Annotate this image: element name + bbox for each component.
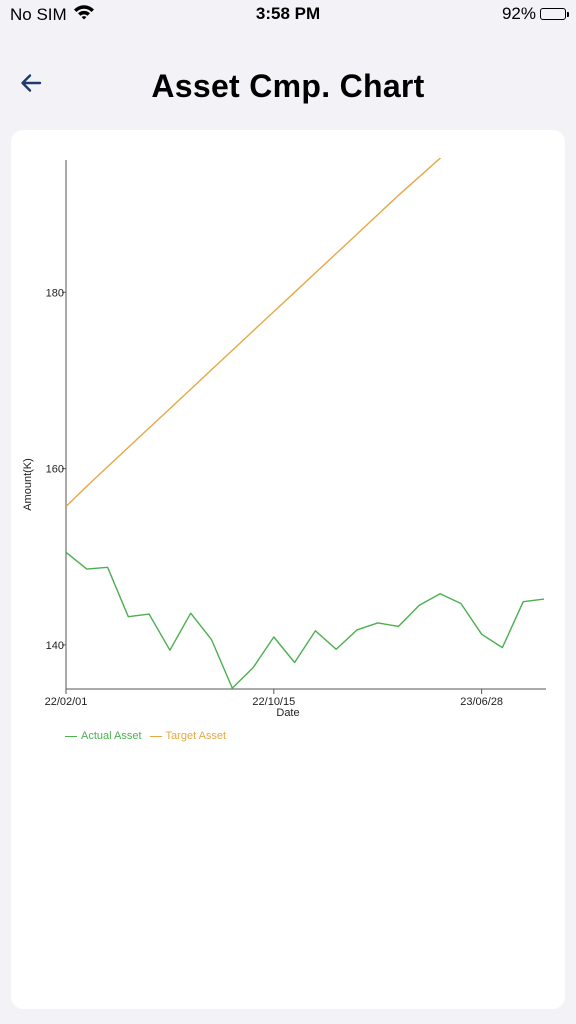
battery-percent: 92% — [501, 4, 536, 23]
chart-axes: 140 160 180 22/02/01 22/10/15 23/06/28 — [45, 160, 546, 708]
legend-swatch-target — [149, 735, 162, 737]
x-tick-label: 23/06/28 — [460, 696, 503, 708]
y-axis-label: Amount(K) — [22, 458, 34, 511]
y-tick-label: 160 — [46, 464, 64, 476]
battery-icon — [540, 8, 569, 20]
chart-card: 140 160 180 22/02/01 22/10/15 23/06/28 Amount… — [11, 130, 565, 1009]
legend-item-target[interactable]: Target Asset — [149, 730, 227, 742]
series-line-actual-asset — [66, 551, 545, 689]
legend-swatch-actual — [65, 735, 77, 737]
chart-legend: Actual Asset Target Asset — [65, 730, 226, 742]
legend-label-actual: Actual Asset — [81, 730, 142, 742]
line-chart: 140 160 180 22/02/01 22/10/15 23/06/28 Amount… — [22, 158, 546, 719]
back-button[interactable] — [14, 68, 48, 102]
chart-series — [66, 158, 545, 689]
series-line-target-asset — [66, 158, 442, 508]
nav-bar: Asset Cmp. Chart — [0, 52, 576, 122]
legend-label-target: Target Asset — [165, 730, 227, 742]
x-axis-label: Date — [276, 707, 299, 719]
wifi-icon — [73, 4, 95, 25]
page-title: Asset Cmp. Chart — [151, 68, 425, 104]
status-right: 92% — [501, 4, 569, 24]
arrow-left-icon — [20, 73, 42, 98]
y-tick-label: 140 — [46, 640, 64, 652]
status-time: 3:58 PM — [255, 4, 321, 23]
y-tick-label: 180 — [46, 287, 64, 299]
status-left: No SIM — [10, 4, 95, 25]
x-tick-label: 22/10/15 — [252, 696, 295, 708]
carrier-label: No SIM — [10, 4, 67, 24]
status-bar: No SIM 3:58 PM 92% — [0, 0, 576, 32]
x-tick-label: 22/02/01 — [45, 696, 88, 708]
legend-item-actual[interactable]: Actual Asset — [65, 730, 142, 742]
